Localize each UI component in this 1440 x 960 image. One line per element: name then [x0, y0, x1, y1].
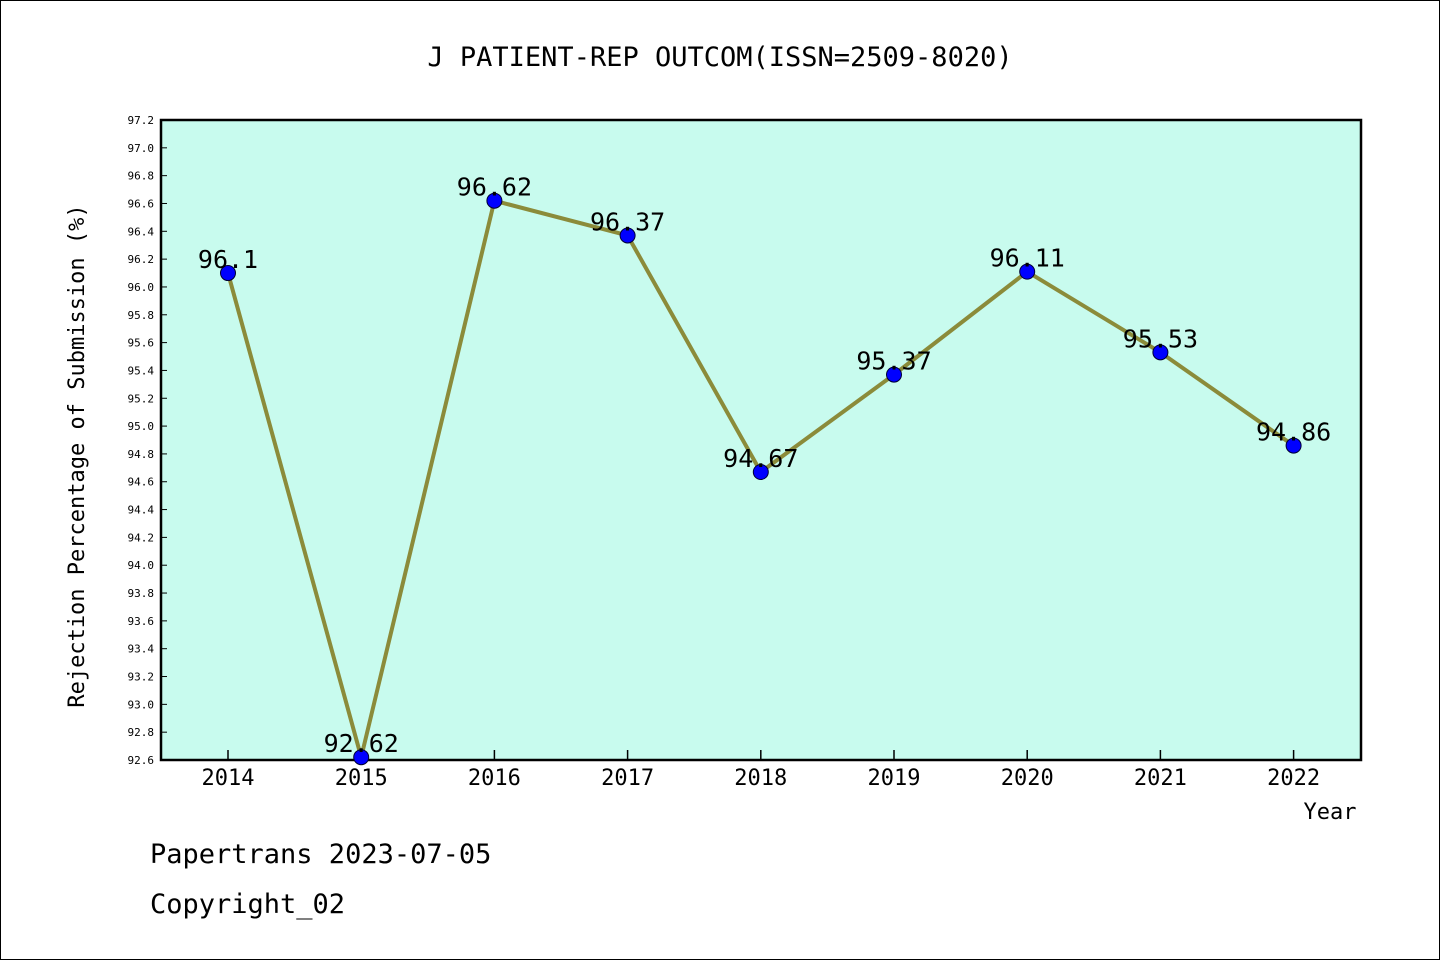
data-label: 96.37: [590, 207, 665, 236]
y-tick-label: 95.6: [128, 337, 155, 350]
x-tick-label: 2022: [1267, 766, 1320, 791]
x-axis: 2014 2015 2016 2017 2018 2019 2020 2021 2022: [202, 750, 1320, 791]
data-point: [1152, 344, 1169, 361]
y-tick-label: 93.4: [128, 643, 155, 656]
data-label: 94.86: [1256, 418, 1331, 447]
y-tick-label: 95.4: [128, 364, 155, 377]
y-tick-label: 96.4: [128, 225, 155, 238]
y-tick-label: 93.0: [128, 698, 155, 711]
chart-title: J PATIENT-REP OUTCOM(ISSN=2509-8020): [427, 42, 1012, 73]
x-tick-label: 2014: [202, 766, 255, 791]
y-tick-label: 96.6: [128, 197, 155, 210]
data-point: [486, 192, 503, 209]
data-label: 92.62: [324, 729, 399, 758]
data-point: [1019, 263, 1036, 280]
data-label: 96.11: [990, 244, 1065, 273]
y-tick-label: 96.0: [128, 281, 155, 294]
y-axis: 92.6 92.8 93.0 93.2 93.4 93.6 93.8 94.0 94.2 94.4…: [128, 114, 167, 767]
y-tick-label: 97.2: [128, 114, 155, 127]
data-point: [886, 366, 902, 383]
plot-area: [159, 118, 1363, 762]
y-tick-label: 95.8: [128, 309, 155, 322]
x-tick-label: 2020: [1001, 766, 1054, 791]
y-tick-label: 93.2: [128, 671, 155, 684]
data-labels: 96.1 92.62 96.62 96.37 94.67 95.37 96.11 95.53 9…: [198, 173, 1331, 759]
y-tick-label: 96.8: [128, 170, 155, 183]
x-tick-label: 2016: [468, 766, 521, 791]
x-tick-label: 2019: [868, 766, 921, 791]
y-tick-label: 97.0: [128, 142, 155, 155]
data-point: [353, 749, 370, 766]
data-label: 94.67: [723, 444, 798, 473]
data-point: [1285, 437, 1302, 454]
y-tick-label: 94.6: [128, 476, 155, 489]
x-tick-label: 2015: [335, 766, 388, 791]
y-tick-label: 94.8: [128, 448, 155, 461]
data-label: 95.53: [1123, 324, 1198, 353]
data-point: [619, 227, 636, 244]
y-tick-label: 96.2: [128, 253, 155, 266]
x-tick-label: 2021: [1134, 766, 1187, 791]
x-tick-label: 2017: [601, 766, 654, 791]
y-tick-label: 93.8: [128, 587, 155, 600]
series-line: [220, 192, 1302, 766]
x-axis-label: Year: [1304, 800, 1357, 825]
x-tick-label: 2018: [734, 766, 787, 791]
y-tick-label: 94.4: [128, 504, 155, 517]
y-tick-label: 93.6: [128, 615, 155, 628]
y-axis-label: Rejection Percentage of Submission (%): [65, 204, 90, 707]
y-tick-label: 92.6: [128, 754, 155, 767]
footer-date: Papertrans 2023-07-05: [150, 839, 491, 870]
data-label: 95.37: [856, 347, 931, 376]
data-label: 96.62: [457, 173, 532, 202]
data-label: 96.1: [198, 245, 258, 274]
footer-copyright: Copyright_02: [150, 889, 345, 920]
y-tick-label: 94.2: [128, 531, 155, 544]
data-point: [752, 464, 769, 480]
data-point: [220, 265, 236, 282]
y-tick-label: 92.8: [128, 726, 155, 739]
y-tick-label: 95.2: [128, 392, 155, 405]
y-tick-label: 94.0: [128, 559, 155, 572]
y-tick-label: 95.0: [128, 420, 155, 433]
